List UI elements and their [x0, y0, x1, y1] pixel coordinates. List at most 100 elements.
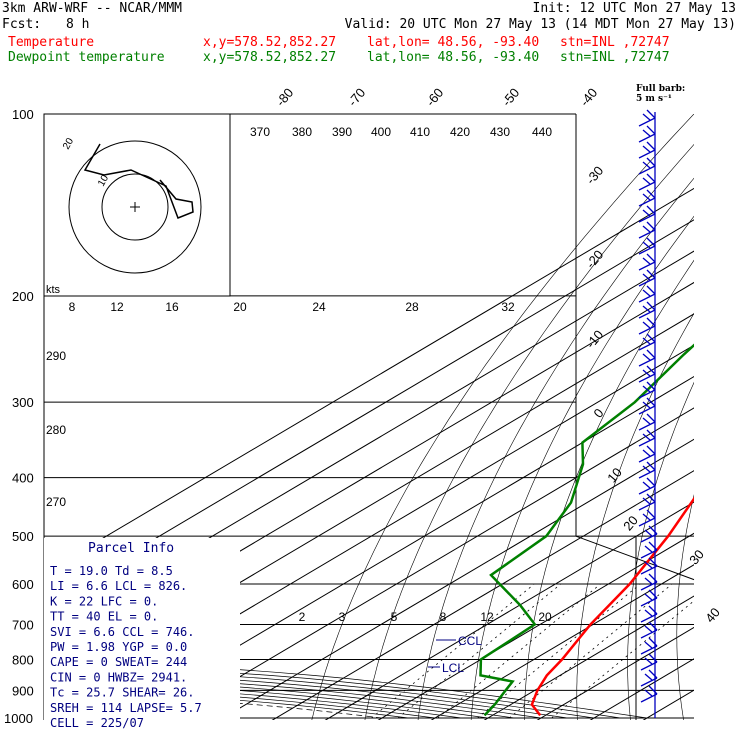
wind-barb-feather: [646, 269, 656, 279]
wind-barb-feather: [644, 641, 653, 649]
wind-barb: [638, 229, 656, 239]
wind-barb: [640, 533, 658, 543]
wind-barb-feather: [648, 653, 658, 663]
wind-barb: [640, 629, 658, 639]
wind-barb-feather: [648, 525, 658, 535]
wind-barb: [638, 245, 656, 255]
isotherm-line: [44, 187, 694, 574]
hodograph-inset: 10 20 kts: [43, 113, 231, 297]
wind-barb-feather: [642, 449, 651, 457]
mixing-ratio-label: 3: [339, 610, 346, 624]
isotherm-label: -80: [273, 85, 297, 109]
wind-barb: [638, 357, 656, 367]
wind-barb: [638, 421, 656, 431]
isotherm-line: [324, 501, 694, 720]
wind-barb-feather: [642, 193, 651, 201]
wind-barb: [638, 341, 656, 351]
wind-barb-feather: [646, 509, 656, 519]
isotherm-line: [112, 375, 694, 720]
wind-barb: [638, 485, 656, 495]
hodo-trace: [83, 143, 194, 219]
adiabat-label: 290: [46, 349, 66, 363]
wind-barb-feather: [646, 461, 656, 471]
isotherm-label: 0: [590, 406, 606, 421]
wind-barb-feather: [644, 545, 653, 553]
wind-barb: [640, 549, 658, 559]
dry-adiabat: [627, 381, 694, 720]
dry-adiabat: [725, 114, 740, 731]
theta-label: 420: [450, 125, 470, 139]
profile-dewpoint-temperature: [479, 343, 694, 717]
dry-adiabat: [417, 177, 694, 720]
theta-labels: 370 380 390 400 410 420 430 440: [250, 125, 552, 139]
wind-barb: [638, 309, 656, 319]
theta-label: 390: [332, 125, 352, 139]
forecast-label: Fcst:: [2, 17, 42, 32]
wind-barb-feather: [644, 593, 653, 601]
wind-barb-feather: [646, 173, 656, 183]
wind-barb-feather: [642, 257, 651, 265]
wind-barb-feather: [646, 365, 656, 375]
parcel-info-row: LI = 6.6 LCL = 826.: [50, 579, 187, 593]
wind-barb-feather: [646, 253, 656, 263]
theta-label: 440: [532, 125, 552, 139]
pressure-label-300: 300: [12, 395, 34, 410]
wind-barb-feather: [644, 625, 653, 633]
wind-barb: [638, 517, 656, 527]
wind-barb: [638, 165, 656, 175]
dewpoint-latlon: lat,lon= 48.56, -93.40: [367, 50, 540, 65]
wind-barb: [640, 597, 658, 607]
isotherm-line: [483, 595, 694, 720]
wind-barb: [638, 325, 656, 335]
wind-barb-feather: [646, 349, 656, 359]
wind-barb-feather: [648, 621, 658, 631]
temperature-station: stn=INL ,72747: [560, 35, 670, 50]
wind-barb-feather: [646, 445, 656, 455]
mixing-ratio-label: 2: [299, 610, 306, 624]
wind-barb-feather: [644, 529, 653, 537]
hodo-ring-label: 10: [96, 173, 111, 189]
isotherm-line: [589, 658, 694, 720]
parcel-info-row: Tc = 25.7 SHEAR= 26.: [50, 686, 195, 700]
wind-barb: [640, 693, 658, 703]
pressure-label-400: 400: [12, 471, 34, 486]
isotherm-line: [218, 438, 694, 720]
wind-barb-feather: [646, 205, 656, 215]
wind-barb: [638, 197, 656, 207]
wind-barb-feather: [642, 513, 651, 521]
wind-barb-feather: [648, 573, 658, 583]
profile-temperature: [530, 496, 694, 717]
speed-label: 16: [165, 300, 179, 314]
parcel-info-row: SREH = 114 LAPSE= 5.7: [50, 701, 202, 715]
wind-barb-feather: [646, 285, 656, 295]
wind-barb: [638, 213, 656, 223]
dry-adiabat: [524, 259, 694, 720]
parcel-info-row: CELL = 225/07: [50, 716, 144, 730]
parcel-info-row: CAPE = 0 SWEAT= 244: [50, 655, 187, 669]
wind-barb-feather: [646, 413, 656, 423]
wind-barb-feather: [646, 429, 656, 439]
speed-label: 20: [233, 300, 247, 314]
right-axis-diag: [575, 535, 695, 581]
isotherm-line: [271, 470, 694, 720]
mixing-ratio-line: [437, 583, 601, 719]
wind-barb: [638, 277, 656, 287]
dry-adiabat: [470, 215, 694, 720]
isotherm-label: -30: [583, 163, 607, 187]
lcl-label: LCL: [442, 661, 464, 675]
wind-barb-feather: [644, 609, 653, 617]
wind-barb: [640, 677, 658, 687]
wind-barb-feather: [646, 381, 656, 391]
mixing-ratio-label: 8: [440, 610, 447, 624]
wind-barb-feather: [646, 237, 656, 247]
wind-barb: [638, 437, 656, 447]
temperature-legend: Temperature: [8, 35, 95, 50]
sounding-profiles: [479, 343, 694, 717]
wind-barb: [638, 501, 656, 511]
theta-label: 370: [250, 125, 270, 139]
isotherm-label: 20: [620, 513, 641, 534]
wind-barb-feather: [646, 397, 656, 407]
isotherm-label: -20: [583, 247, 607, 271]
wind-barb-feather: [642, 401, 651, 409]
